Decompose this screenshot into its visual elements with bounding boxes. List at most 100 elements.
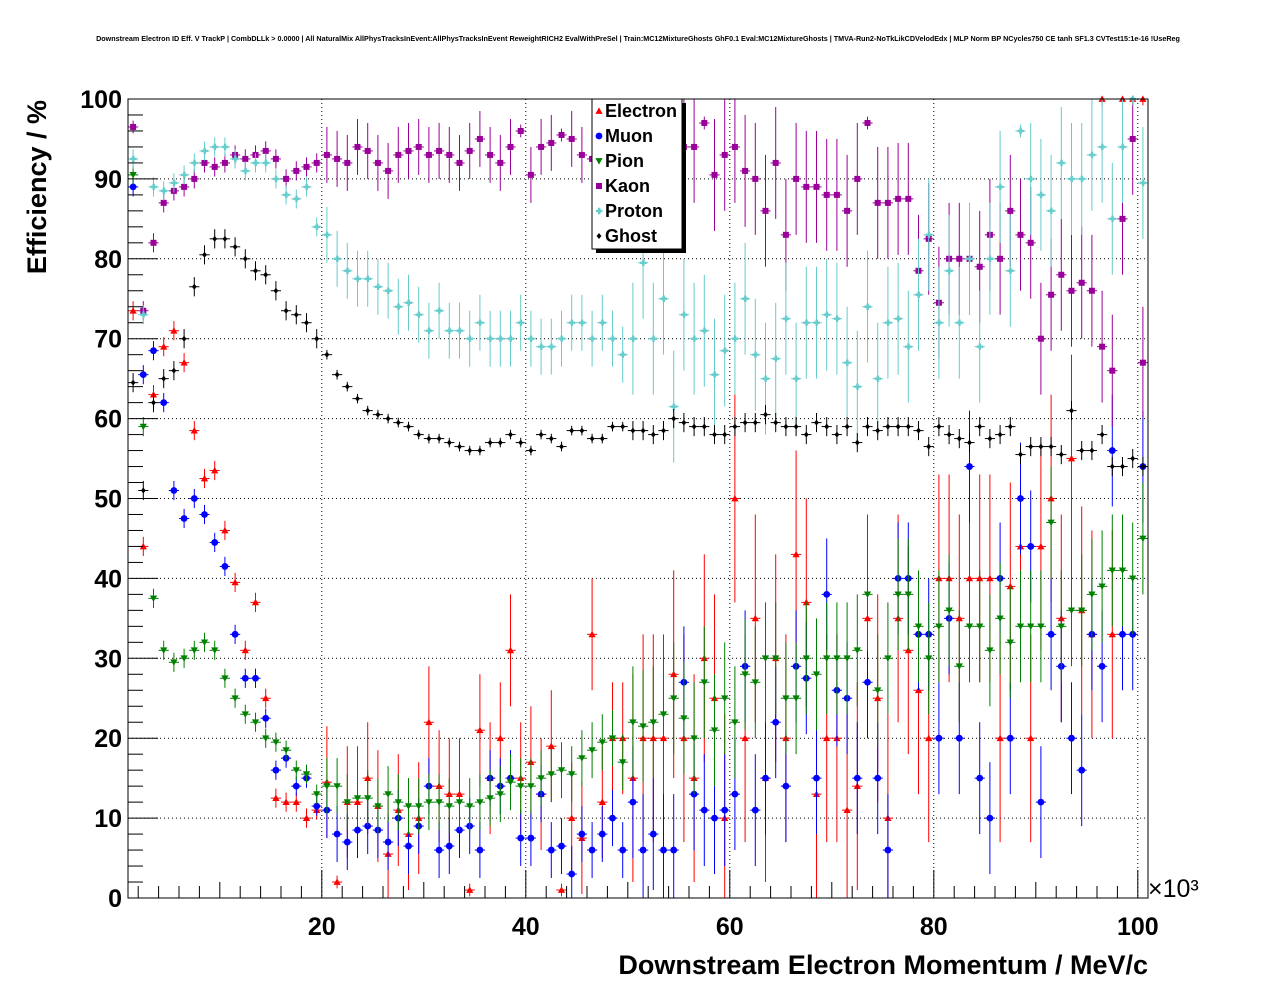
data-point — [844, 423, 850, 430]
data-point — [619, 759, 627, 766]
data-point — [558, 842, 565, 850]
data-point — [1069, 407, 1074, 414]
data-point — [272, 739, 280, 746]
data-point — [935, 734, 943, 742]
data-point — [1007, 267, 1014, 274]
data-point — [1027, 623, 1035, 630]
data-point — [854, 383, 861, 390]
data-point — [578, 755, 586, 762]
data-point — [303, 163, 310, 170]
data-point — [558, 335, 565, 342]
data-point — [364, 147, 371, 154]
data-point — [955, 734, 963, 742]
data-point — [221, 159, 228, 166]
data-point — [262, 159, 270, 167]
data-point — [181, 171, 188, 179]
y-tick-label: 60 — [94, 406, 122, 434]
data-point — [1048, 291, 1055, 298]
data-point — [538, 143, 545, 150]
data-point — [334, 371, 340, 378]
chart-title: Downstream Electron ID Eff. V TrackP | C… — [96, 34, 1180, 43]
data-point — [640, 259, 647, 266]
data-point — [344, 159, 351, 166]
data-point — [1037, 335, 1044, 342]
data-point — [190, 495, 198, 502]
data-point — [221, 143, 229, 151]
data-point — [700, 679, 708, 686]
data-point — [731, 335, 739, 342]
data-point — [394, 799, 402, 806]
data-point — [180, 655, 188, 662]
data-point — [130, 379, 136, 386]
data-point — [200, 639, 209, 646]
data-point — [629, 798, 637, 806]
legend-box — [591, 98, 683, 250]
data-point — [875, 427, 881, 434]
data-point — [140, 311, 147, 318]
data-point — [160, 187, 168, 195]
data-point — [976, 623, 984, 630]
data-point — [272, 794, 280, 802]
data-point — [466, 147, 473, 154]
data-point — [425, 327, 433, 334]
data-point — [905, 423, 911, 430]
data-point — [874, 774, 882, 782]
data-point — [547, 771, 555, 778]
data-point — [353, 795, 362, 802]
data-point — [405, 147, 412, 154]
data-point — [293, 195, 300, 203]
data-point — [487, 335, 494, 342]
data-point — [722, 431, 728, 438]
data-point — [568, 814, 576, 821]
legend-label-ghost: Ghost — [605, 226, 657, 246]
data-point — [558, 131, 565, 138]
data-point — [150, 347, 157, 355]
data-point — [150, 183, 157, 191]
x-axis-title: Downstream Electron Momentum / MeV/c — [618, 950, 1148, 980]
data-point — [884, 199, 891, 206]
data-point — [181, 183, 188, 190]
data-point — [375, 411, 381, 418]
data-point — [925, 734, 933, 742]
data-point — [609, 814, 616, 822]
data-point — [823, 311, 831, 318]
data-point — [843, 655, 851, 662]
data-point — [201, 159, 208, 166]
data-point — [752, 419, 758, 426]
data-point — [497, 439, 503, 446]
data-point — [824, 423, 830, 430]
data-point — [965, 623, 974, 630]
data-point — [1007, 207, 1014, 214]
data-point — [476, 135, 483, 142]
data-point — [691, 143, 698, 150]
data-point — [1027, 239, 1034, 246]
data-point — [966, 255, 973, 262]
data-point — [1119, 143, 1126, 151]
data-point — [455, 799, 464, 806]
data-point — [436, 147, 443, 154]
data-point — [1058, 271, 1065, 278]
data-point — [792, 550, 800, 558]
data-point — [905, 343, 912, 350]
data-point — [343, 838, 351, 846]
data-point — [966, 463, 973, 470]
data-point — [160, 343, 168, 350]
data-point — [914, 623, 923, 630]
data-point — [1068, 287, 1075, 294]
data-point — [712, 431, 717, 438]
data-point — [557, 886, 566, 893]
data-point — [844, 207, 851, 214]
data-point — [843, 806, 851, 813]
data-point — [232, 155, 239, 163]
legend-label-pion: Pion — [605, 151, 644, 171]
data-point — [129, 183, 137, 191]
x-axis-multiplier: ×10³ — [1148, 875, 1199, 903]
data-point — [343, 799, 351, 806]
data-point — [354, 143, 361, 150]
y-tick-label: 50 — [94, 486, 122, 514]
data-point — [129, 307, 137, 314]
data-point — [976, 343, 984, 350]
data-point — [762, 375, 769, 382]
data-point — [691, 423, 697, 430]
data-point — [1047, 630, 1055, 638]
